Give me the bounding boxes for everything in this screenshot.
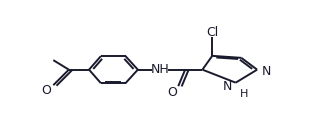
Text: N: N (223, 80, 232, 93)
Text: O: O (167, 86, 177, 99)
Text: NH: NH (151, 63, 169, 76)
Text: N: N (262, 65, 271, 78)
Text: H: H (240, 89, 248, 99)
Text: Cl: Cl (206, 26, 218, 39)
Text: O: O (42, 84, 52, 97)
